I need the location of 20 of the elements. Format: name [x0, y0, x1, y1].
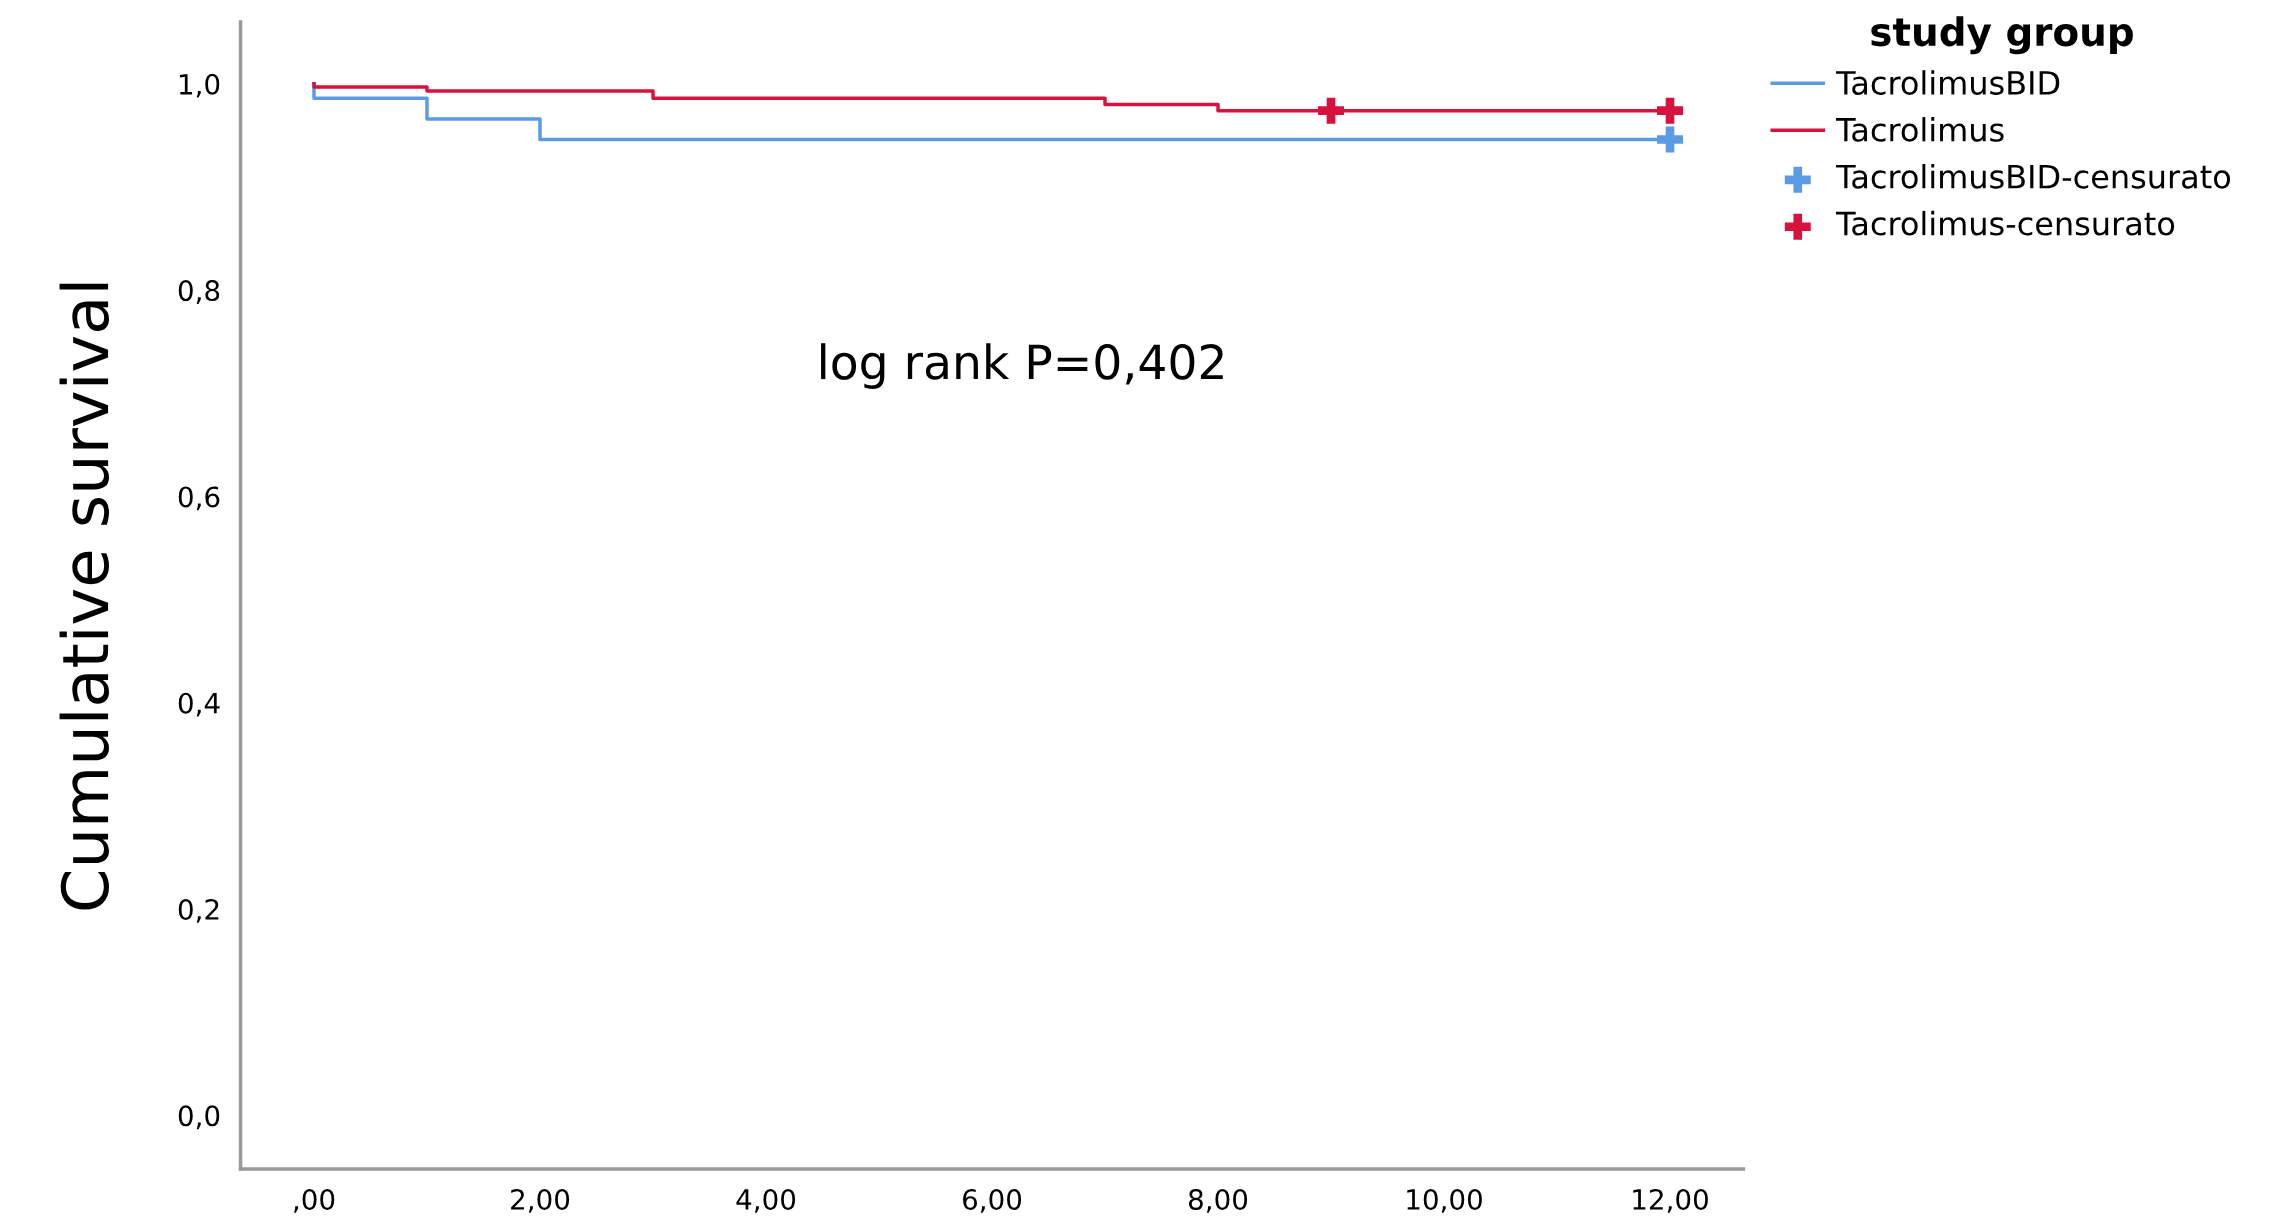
- y-tick-label: 0,2: [178, 899, 219, 923]
- y-tick-label: 0,0: [178, 1105, 220, 1130]
- x-tick-label: 8,00: [1188, 1188, 1248, 1213]
- x-tick-label: 12,00: [1633, 1188, 1708, 1213]
- x-tick-label: ,00: [294, 1188, 335, 1213]
- x-tick-label: 10,00: [1407, 1188, 1482, 1213]
- x-tick-label: 2,00: [511, 1188, 570, 1213]
- x-tick-label: 4,00: [736, 1188, 796, 1213]
- annotation: log rank P=0,402: [821, 343, 1223, 389]
- legend-label: Tacrolimus: [1836, 117, 2004, 142]
- y-axis-title: Cumulative survival: [59, 283, 109, 910]
- x-tick-label: 6,00: [963, 1188, 1022, 1213]
- y-tick-label: 0,4: [178, 692, 220, 717]
- y-tick-label: 0,8: [178, 280, 220, 304]
- legend-label: TacrolimusBID: [1836, 70, 2060, 95]
- legend-label: Tacrolimus-censurato: [1836, 210, 2175, 236]
- y-tick-label: 1,0: [179, 73, 220, 98]
- legend-label: TacrolimusBID-censurato: [1836, 163, 2231, 189]
- y-tick-label: 0,6: [178, 486, 220, 511]
- legend-title: study group: [1871, 16, 2133, 55]
